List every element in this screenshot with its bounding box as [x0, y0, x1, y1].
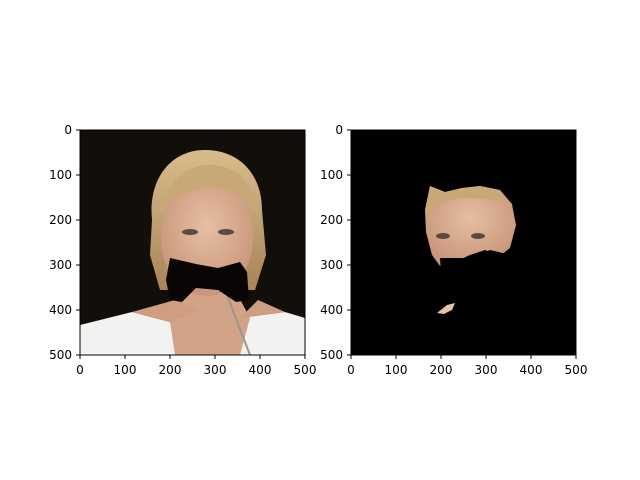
bowtie-mask — [166, 258, 249, 302]
right-y-tick: 500 — [320, 348, 343, 362]
right-x-tick: 500 — [565, 363, 588, 377]
left-y-tick: 500 — [49, 348, 72, 362]
right-y-tick: 300 — [320, 258, 343, 272]
left-portrait-photo — [80, 130, 305, 355]
right-x-tick: 200 — [430, 363, 453, 377]
right-x-tick: 0 — [347, 363, 355, 377]
left-x-tick: 100 — [114, 363, 137, 377]
right-y-tick: 200 — [320, 213, 343, 227]
right-y-tick: 100 — [320, 168, 343, 182]
left-y-tick: 0 — [64, 123, 72, 137]
right-segmentation-image — [351, 130, 576, 355]
left-y-axis: 0 100 200 300 400 500 — [49, 123, 80, 362]
left-x-tick: 200 — [159, 363, 182, 377]
left-x-tick: 400 — [249, 363, 272, 377]
right-x-tick: 100 — [385, 363, 408, 377]
right-y-tick: 0 — [335, 123, 343, 137]
right-y-tick: 400 — [320, 303, 343, 317]
left-x-tick: 300 — [204, 363, 227, 377]
right-image-panel: 0 100 200 300 400 500 0 100 200 300 400 … — [320, 123, 587, 377]
right-x-axis: 0 100 200 300 400 500 — [347, 355, 587, 377]
left-image-panel: 0 100 200 300 400 500 0 100 200 300 400 … — [49, 123, 316, 377]
right-x-tick: 300 — [475, 363, 498, 377]
right-y-axis: 0 100 200 300 400 500 — [320, 123, 351, 362]
left-y-tick: 100 — [49, 168, 72, 182]
left-y-tick: 300 — [49, 258, 72, 272]
left-x-tick: 500 — [294, 363, 317, 377]
segmented-face-region — [425, 186, 516, 266]
left-x-tick: 0 — [76, 363, 84, 377]
right-x-tick: 400 — [520, 363, 543, 377]
left-y-tick: 200 — [49, 213, 72, 227]
left-y-tick: 400 — [49, 303, 72, 317]
left-x-axis: 0 100 200 300 400 500 — [76, 355, 316, 377]
